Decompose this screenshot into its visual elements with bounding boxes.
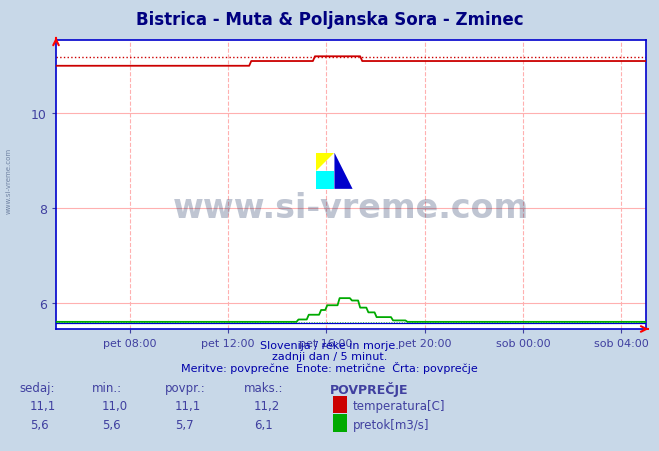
Polygon shape [335,153,353,189]
Text: 5,6: 5,6 [102,418,121,431]
Text: 5,6: 5,6 [30,418,48,431]
Text: Bistrica - Muta & Poljanska Sora - Zminec: Bistrica - Muta & Poljanska Sora - Zmine… [136,11,523,29]
Text: 11,1: 11,1 [30,399,56,412]
Text: pretok[m3/s]: pretok[m3/s] [353,418,429,431]
Polygon shape [316,153,335,171]
Text: 11,0: 11,0 [102,399,129,412]
Text: 5,7: 5,7 [175,418,193,431]
Text: min.:: min.: [92,381,123,394]
Text: povpr.:: povpr.: [165,381,206,394]
Text: temperatura[C]: temperatura[C] [353,399,445,412]
Text: 11,1: 11,1 [175,399,201,412]
Polygon shape [316,171,335,189]
Text: zadnji dan / 5 minut.: zadnji dan / 5 minut. [272,351,387,361]
Text: sedaj:: sedaj: [20,381,55,394]
Text: Slovenija / reke in morje.: Slovenija / reke in morje. [260,341,399,350]
Text: Meritve: povprečne  Enote: metrične  Črta: povprečje: Meritve: povprečne Enote: metrične Črta:… [181,361,478,373]
Text: 11,2: 11,2 [254,399,280,412]
Text: 6,1: 6,1 [254,418,272,431]
Text: POVPREČJE: POVPREČJE [330,381,408,396]
Text: www.si-vreme.com: www.si-vreme.com [173,192,529,225]
Text: www.si-vreme.com: www.si-vreme.com [5,147,11,213]
Text: maks.:: maks.: [244,381,283,394]
